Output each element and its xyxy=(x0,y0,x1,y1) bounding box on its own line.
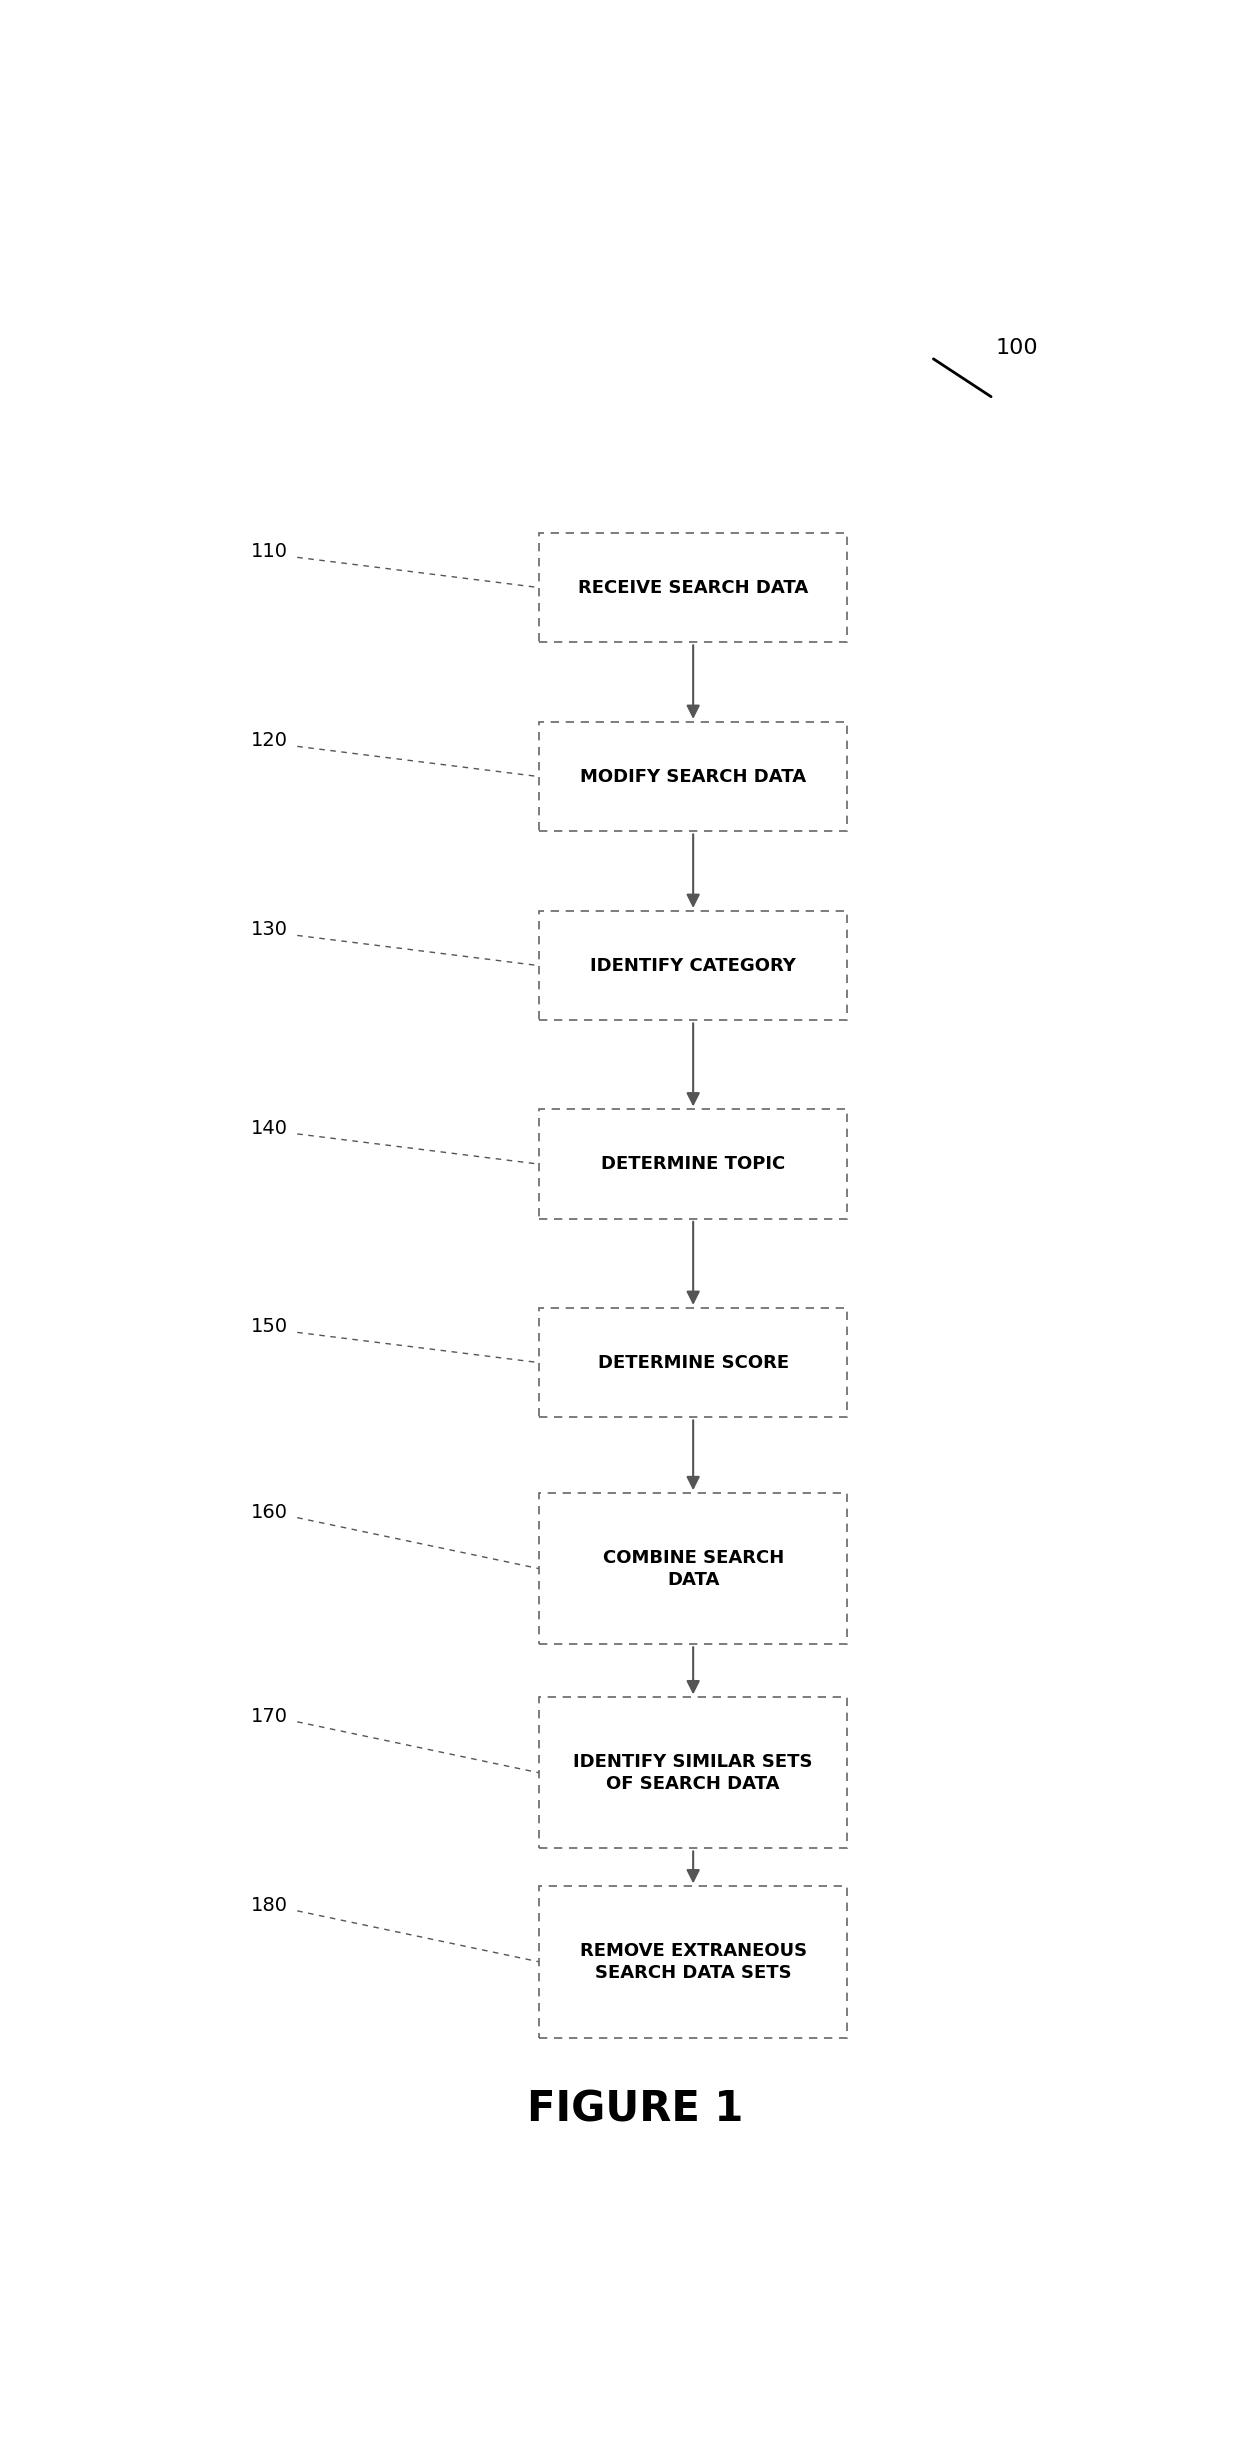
Text: DETERMINE SCORE: DETERMINE SCORE xyxy=(598,1353,789,1372)
Text: IDENTIFY SIMILAR SETS
OF SEARCH DATA: IDENTIFY SIMILAR SETS OF SEARCH DATA xyxy=(573,1753,813,1792)
Text: 160: 160 xyxy=(250,1502,288,1522)
Bar xyxy=(539,1110,847,1220)
Text: 140: 140 xyxy=(250,1119,288,1137)
Bar xyxy=(539,533,847,643)
Text: COMBINE SEARCH
DATA: COMBINE SEARCH DATA xyxy=(603,1549,784,1588)
Bar xyxy=(539,722,847,832)
Text: MODIFY SEARCH DATA: MODIFY SEARCH DATA xyxy=(580,768,806,786)
Bar xyxy=(539,1696,847,1849)
Text: 180: 180 xyxy=(250,1895,288,1915)
Text: DETERMINE TOPIC: DETERMINE TOPIC xyxy=(601,1156,785,1173)
Bar xyxy=(539,1885,847,2038)
Bar xyxy=(539,1309,847,1417)
Text: 100: 100 xyxy=(996,336,1039,358)
Text: 130: 130 xyxy=(250,921,288,940)
Text: RECEIVE SEARCH DATA: RECEIVE SEARCH DATA xyxy=(578,579,808,597)
Text: 150: 150 xyxy=(250,1318,288,1336)
Text: 110: 110 xyxy=(250,543,288,562)
Text: IDENTIFY CATEGORY: IDENTIFY CATEGORY xyxy=(590,957,796,975)
Text: REMOVE EXTRANEOUS
SEARCH DATA SETS: REMOVE EXTRANEOUS SEARCH DATA SETS xyxy=(579,1942,807,1981)
Bar xyxy=(539,1493,847,1645)
Text: FIGURE 1: FIGURE 1 xyxy=(527,2089,744,2131)
Bar xyxy=(539,911,847,1021)
Text: 170: 170 xyxy=(250,1706,288,1726)
Text: 120: 120 xyxy=(250,732,288,751)
